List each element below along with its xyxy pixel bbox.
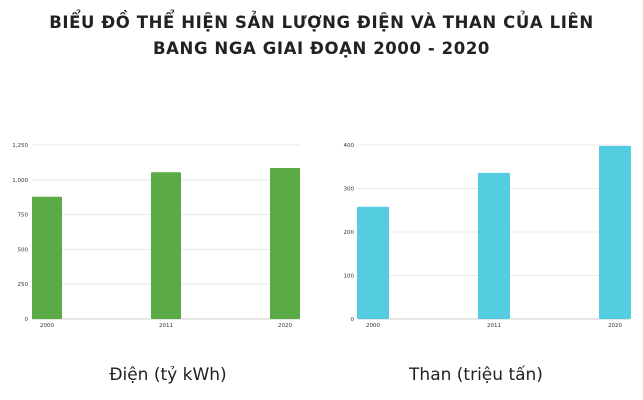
x-tick-label: 2020: [608, 323, 622, 329]
y-tick-label: 0: [25, 317, 29, 323]
coal-bar-2011: [478, 172, 510, 319]
y-tick-label: 1,250: [12, 143, 28, 149]
electricity-chart-caption: Điện (tỷ kWh): [109, 365, 227, 385]
x-tick-label: 2000: [366, 323, 380, 329]
y-tick-label: 0: [351, 317, 355, 323]
coal-chart: 0 100 200 300 400 2000 2011 2020: [344, 143, 631, 329]
coal-bar-2020: [599, 145, 631, 319]
coal-chart-caption: Than (triệu tấn): [409, 365, 543, 385]
x-tick-label: 2011: [159, 323, 173, 329]
y-tick-label: 500: [18, 247, 29, 253]
y-tick-label: 100: [344, 274, 355, 280]
y-tick-label: 400: [344, 143, 355, 149]
electricity-bar-2000: [32, 196, 62, 319]
coal-bar-2000: [357, 206, 389, 319]
y-tick-label: 1,000: [12, 178, 28, 184]
y-tick-label: 250: [18, 282, 29, 288]
chart-title: BIỂU ĐỒ THỂ HIỆN SẢN LƯỢNG ĐIỆN VÀ THAN …: [0, 10, 643, 62]
chart-title-line2: BANG NGA GIAI ĐOẠN 2000 - 2020: [152, 39, 490, 58]
chart-title-line1: BIỂU ĐỒ THỂ HIỆN SẢN LƯỢNG ĐIỆN VÀ THAN …: [49, 13, 594, 32]
electricity-chart: 0 250 500 750 1,000 1,250 2000 2011 2020: [12, 143, 300, 329]
electricity-bar-2020: [270, 167, 300, 319]
x-tick-label: 2020: [278, 323, 292, 329]
x-tick-label: 2000: [40, 323, 54, 329]
y-tick-label: 300: [344, 187, 355, 193]
y-tick-label: 200: [344, 230, 355, 236]
y-tick-label: 750: [18, 213, 29, 219]
electricity-bar-2011: [151, 172, 181, 319]
x-tick-label: 2011: [487, 323, 501, 329]
